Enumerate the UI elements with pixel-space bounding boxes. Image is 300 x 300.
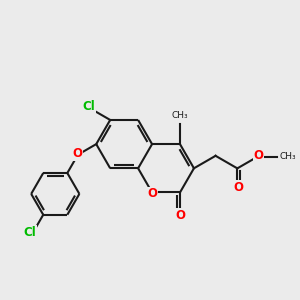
Text: O: O bbox=[147, 188, 157, 200]
Text: O: O bbox=[175, 208, 185, 222]
Text: CH₃: CH₃ bbox=[172, 111, 188, 120]
Text: O: O bbox=[254, 149, 263, 162]
Text: O: O bbox=[72, 147, 82, 160]
Text: O: O bbox=[233, 181, 243, 194]
Text: CH₃: CH₃ bbox=[279, 152, 296, 161]
Text: Cl: Cl bbox=[24, 226, 37, 239]
Text: Cl: Cl bbox=[82, 100, 95, 113]
